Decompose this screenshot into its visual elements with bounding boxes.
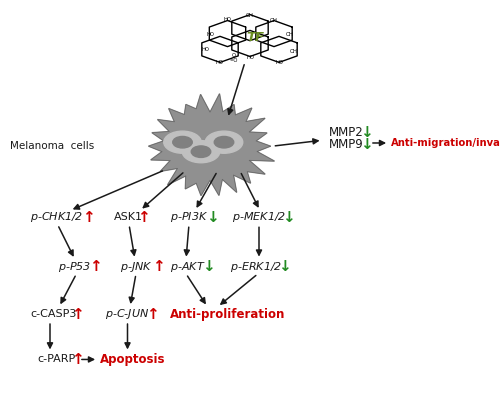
Text: MMP2: MMP2 xyxy=(329,126,364,139)
Ellipse shape xyxy=(173,136,192,148)
Text: c-CASP3: c-CASP3 xyxy=(30,309,76,319)
Text: $p$-AKT: $p$-AKT xyxy=(170,260,205,274)
Text: Apoptosis: Apoptosis xyxy=(100,353,166,366)
Text: Melanoma  cells: Melanoma cells xyxy=(10,141,94,151)
Text: HO: HO xyxy=(201,47,209,52)
Text: MMP9: MMP9 xyxy=(329,138,364,150)
Text: ↓: ↓ xyxy=(360,137,373,152)
Text: ↓: ↓ xyxy=(206,210,219,225)
Ellipse shape xyxy=(182,141,220,163)
Text: ↓: ↓ xyxy=(202,259,215,274)
Text: $p$-PI3K: $p$-PI3K xyxy=(170,210,208,224)
Text: ↑: ↑ xyxy=(72,352,85,367)
Text: ↑: ↑ xyxy=(90,259,102,274)
Ellipse shape xyxy=(214,136,234,148)
Text: O: O xyxy=(232,53,236,58)
Text: OH: OH xyxy=(286,32,294,37)
Text: ↓: ↓ xyxy=(360,125,373,140)
Text: ↑: ↑ xyxy=(82,210,94,225)
Text: ↓: ↓ xyxy=(278,259,291,274)
Text: OH: OH xyxy=(290,49,298,54)
Text: OH: OH xyxy=(270,18,278,23)
Text: TF: TF xyxy=(246,31,264,44)
Ellipse shape xyxy=(164,131,201,153)
Text: HO: HO xyxy=(215,60,223,65)
Text: =O: =O xyxy=(230,58,238,63)
Text: ↓: ↓ xyxy=(282,210,296,225)
Text: $p$-JNK: $p$-JNK xyxy=(120,260,152,274)
Text: OH: OH xyxy=(246,13,254,18)
Ellipse shape xyxy=(191,146,210,158)
Text: Anti-migration/invasion: Anti-migration/invasion xyxy=(391,138,500,148)
Text: HO: HO xyxy=(206,32,214,37)
Text: $p$-MEK1/2: $p$-MEK1/2 xyxy=(232,210,286,224)
Text: $p$-ERK1/2: $p$-ERK1/2 xyxy=(230,260,282,274)
Text: $p$-CHK1/2: $p$-CHK1/2 xyxy=(30,210,84,224)
Text: ↑: ↑ xyxy=(152,259,165,274)
Text: c-PARP: c-PARP xyxy=(38,354,76,365)
Text: ↑: ↑ xyxy=(71,307,84,322)
Text: HO: HO xyxy=(275,60,283,65)
Text: HO: HO xyxy=(224,17,232,22)
Text: HO: HO xyxy=(246,55,254,60)
Polygon shape xyxy=(148,94,274,196)
Text: ASK1: ASK1 xyxy=(114,212,143,222)
Text: Anti-proliferation: Anti-proliferation xyxy=(170,308,285,320)
Text: ↑: ↑ xyxy=(137,210,150,225)
Text: $p$-C-JUN: $p$-C-JUN xyxy=(105,307,150,321)
Ellipse shape xyxy=(206,131,243,153)
Text: $p$-P53: $p$-P53 xyxy=(58,260,91,274)
Text: ↑: ↑ xyxy=(146,307,159,322)
